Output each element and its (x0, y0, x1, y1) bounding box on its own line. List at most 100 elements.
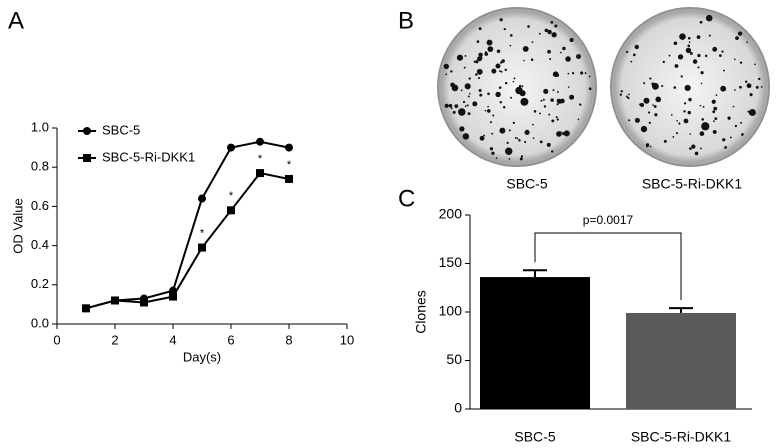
x-tick-label: 10 (340, 332, 354, 347)
panel-label: B (398, 7, 414, 34)
colony (551, 32, 557, 38)
colony (683, 118, 689, 124)
colony (538, 32, 541, 35)
colony (740, 121, 743, 124)
colony (467, 95, 470, 98)
colony (516, 137, 519, 140)
colony (685, 47, 692, 54)
colony (523, 59, 525, 62)
colony (676, 119, 678, 122)
colony (527, 25, 530, 28)
colony (562, 46, 566, 51)
colony (472, 101, 478, 107)
colony (697, 66, 700, 69)
colony (520, 97, 529, 106)
colony (556, 103, 559, 106)
colony (670, 114, 673, 116)
colony (487, 105, 489, 108)
bar (480, 277, 590, 409)
colony (724, 146, 727, 149)
x-tick-label: 6 (227, 332, 234, 347)
colony (640, 103, 645, 108)
y-tick-label: 100 (439, 303, 463, 319)
colony (478, 89, 482, 93)
colony (577, 118, 580, 121)
marker (82, 304, 90, 313)
colony (569, 94, 575, 100)
colony (495, 91, 501, 98)
colony (468, 77, 471, 80)
colony (519, 90, 526, 97)
colony (464, 105, 467, 108)
colony (460, 112, 463, 115)
colony (628, 93, 630, 96)
colony (739, 85, 742, 89)
colony (712, 129, 717, 134)
colony (678, 122, 681, 125)
colony (476, 68, 483, 75)
colony (567, 86, 570, 88)
y-tick-label: 0.8 (31, 159, 49, 174)
y-tick-label: 50 (446, 351, 462, 367)
image-label: SBC-5 (506, 176, 547, 192)
colony (540, 99, 543, 102)
colony (487, 46, 494, 53)
colony (718, 54, 722, 57)
x-tick-label: 4 (169, 332, 176, 347)
legend-label: SBC-5-Ri-DKK1 (102, 149, 195, 164)
y-tick-label: 150 (439, 254, 463, 270)
colony (744, 80, 748, 83)
colony (640, 125, 648, 133)
colony (692, 59, 698, 64)
colony (492, 114, 495, 117)
y-tick-label: 0.6 (31, 198, 49, 213)
colony (735, 36, 739, 41)
colony (627, 96, 630, 100)
colony (532, 137, 535, 139)
colony (555, 116, 558, 119)
colony (727, 116, 731, 120)
colony (484, 109, 487, 112)
colony (500, 61, 503, 64)
colony (489, 121, 492, 124)
colony (466, 104, 469, 107)
colony (547, 49, 551, 54)
colony (505, 147, 513, 155)
colony (628, 119, 631, 122)
colony (651, 82, 659, 90)
colony (480, 56, 483, 59)
marker (111, 296, 119, 305)
colony (491, 132, 494, 135)
colony (700, 147, 702, 150)
colony (675, 132, 679, 135)
colony (567, 72, 570, 75)
colony (647, 111, 651, 114)
colony (713, 120, 715, 123)
colony (549, 57, 552, 60)
colony (687, 110, 691, 115)
colony (556, 118, 559, 121)
culture-plate (437, 7, 597, 167)
colony (689, 147, 692, 150)
colony (654, 113, 658, 117)
colony (518, 139, 521, 142)
colony (504, 81, 508, 85)
colony (520, 155, 524, 158)
colony (739, 61, 743, 64)
colony (684, 84, 691, 92)
colony (491, 151, 495, 155)
significance-mark: * (258, 153, 263, 165)
colony (444, 103, 449, 108)
legend-marker (83, 154, 91, 162)
colony (673, 86, 677, 89)
colony (464, 54, 467, 57)
colony (649, 145, 652, 148)
colony (543, 105, 547, 108)
colony (699, 20, 703, 24)
colony (475, 60, 479, 64)
plate-rim (612, 9, 768, 165)
colony (468, 92, 471, 95)
marker (198, 194, 206, 203)
marker (285, 174, 293, 183)
colony (477, 56, 483, 62)
